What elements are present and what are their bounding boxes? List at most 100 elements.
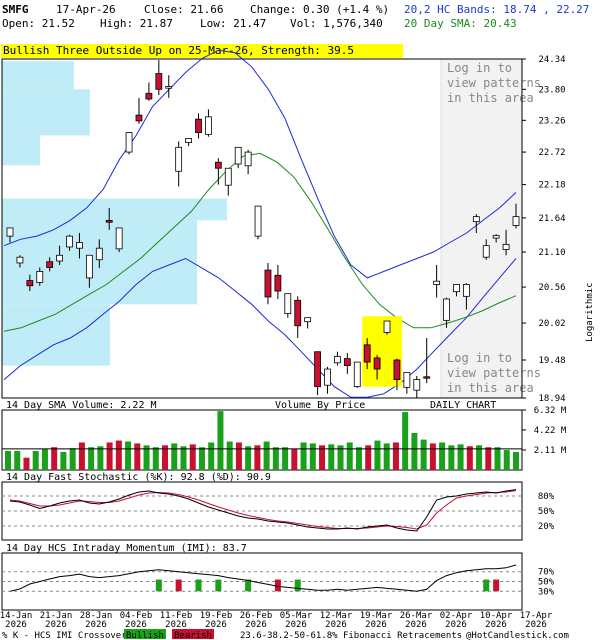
volume-bar — [245, 446, 251, 470]
login-text-top: Log in to — [447, 61, 512, 75]
imi-bearish-marker — [275, 580, 281, 592]
volume-bar — [153, 447, 159, 470]
x-tick-year: 2026 — [5, 620, 27, 630]
imi-bullish-marker — [295, 580, 301, 592]
candle-bearish — [295, 300, 301, 325]
candle-bullish — [285, 294, 291, 314]
stoch-tick-label: 20% — [538, 522, 555, 532]
copyright: @HotCandlestick.com — [466, 631, 569, 640]
candle-bullish — [354, 362, 360, 387]
volume-bar — [264, 442, 270, 470]
volume-bar — [458, 444, 464, 470]
candle-bullish — [245, 152, 251, 166]
log-scale-label: Logarithmic — [585, 282, 595, 342]
volume-bar — [236, 442, 242, 470]
x-tick-year: 2026 — [445, 620, 467, 630]
x-tick-year: 2026 — [45, 620, 67, 630]
candle-bullish — [86, 255, 92, 278]
candle-bearish — [315, 352, 321, 387]
candle-bullish — [453, 284, 459, 291]
login-shade — [441, 59, 522, 398]
candle-bearish — [146, 93, 152, 99]
candle-bullish — [17, 257, 23, 263]
volume-bar — [180, 446, 186, 470]
volume-bar — [430, 443, 436, 470]
volume-tick-label: 6.32 M — [534, 406, 567, 416]
x-tick-year: 2026 — [125, 620, 147, 630]
candle-bullish — [186, 138, 192, 142]
price-tick-label: 20.56 — [538, 283, 565, 293]
price-tick-label: 23.26 — [538, 116, 565, 126]
candle-bullish — [434, 281, 440, 284]
candle-bullish — [503, 244, 509, 249]
candle-bullish — [305, 318, 311, 322]
volume-bar — [328, 444, 334, 470]
candle-bullish — [404, 373, 410, 388]
volume-bar — [291, 449, 297, 470]
volume-bar — [79, 442, 85, 470]
volume-bar — [23, 458, 29, 470]
price-tick-label: 21.64 — [538, 214, 565, 224]
volume-bar — [467, 446, 473, 470]
x-tick-year: 2026 — [405, 620, 427, 630]
imi-bearish-marker — [493, 580, 499, 592]
volume-bar — [14, 451, 20, 470]
daily-chart-label: DAILY CHART — [430, 400, 496, 411]
candle-bearish — [424, 377, 430, 378]
imi-bullish-marker — [196, 580, 202, 592]
candle-bullish — [334, 357, 340, 363]
price-tick-label: 24.34 — [538, 55, 565, 65]
candle-bullish — [205, 117, 211, 134]
volume-bar — [411, 433, 417, 470]
candle-bullish — [483, 246, 489, 258]
login-text-top: view patterns — [447, 76, 541, 90]
x-tick-year: 2026 — [205, 620, 227, 630]
candle-bullish — [37, 271, 43, 282]
candle-bullish — [493, 235, 499, 238]
x-tick-year: 2026 — [165, 620, 187, 630]
candle-bullish — [473, 217, 479, 222]
volume-bar — [485, 447, 491, 470]
volume-bar — [356, 447, 362, 470]
volume-bar — [171, 443, 177, 470]
volume-tick-label: 2.11 M — [534, 446, 567, 456]
price-tick-label: 20.02 — [538, 319, 565, 329]
candle-bullish — [57, 255, 63, 261]
x-tick-year: 2026 — [325, 620, 347, 630]
volume-bar — [282, 447, 288, 470]
candle-bullish — [116, 228, 122, 249]
imi-tick-label: 30% — [538, 587, 555, 597]
candle-bullish — [255, 206, 261, 236]
volume-bar — [513, 452, 519, 470]
imi-bullish-marker — [215, 580, 221, 592]
candle-bullish — [76, 242, 82, 248]
volume-bar — [402, 412, 408, 470]
volume-by-price-bar — [2, 89, 90, 135]
volume-bar — [116, 441, 122, 470]
price-tick-label: 21.10 — [538, 248, 565, 258]
footer-legend-prefix: % K - HCS IMI Crossover, — [2, 631, 132, 640]
x-tick-year: 2026 — [365, 620, 387, 630]
x-tick-year: 2026 — [485, 620, 507, 630]
volume-bar — [495, 447, 501, 470]
volume-by-price-bar — [2, 61, 74, 89]
candle-bearish — [106, 220, 112, 222]
candle-bearish — [196, 119, 202, 132]
candle-bearish — [215, 162, 221, 168]
login-text-bottom: view patterns — [447, 366, 541, 380]
fib-label: 23.6-38.2-50-61.8% Fibonacci Retracement… — [240, 631, 462, 640]
volume-bar — [190, 444, 196, 470]
candle-bearish — [344, 359, 350, 366]
price-tick-label: 23.80 — [538, 85, 565, 95]
volume-bar — [70, 448, 76, 470]
price-tick-label: 22.18 — [538, 181, 565, 191]
candle-bearish — [27, 281, 33, 286]
x-tick-year: 2026 — [285, 620, 307, 630]
candle-bullish — [235, 147, 241, 164]
login-text-top: in this area — [447, 91, 534, 105]
imi-bearish-marker — [176, 580, 182, 592]
candle-bearish — [394, 360, 400, 380]
volume-bar — [374, 441, 380, 470]
volume-bar — [273, 447, 279, 470]
